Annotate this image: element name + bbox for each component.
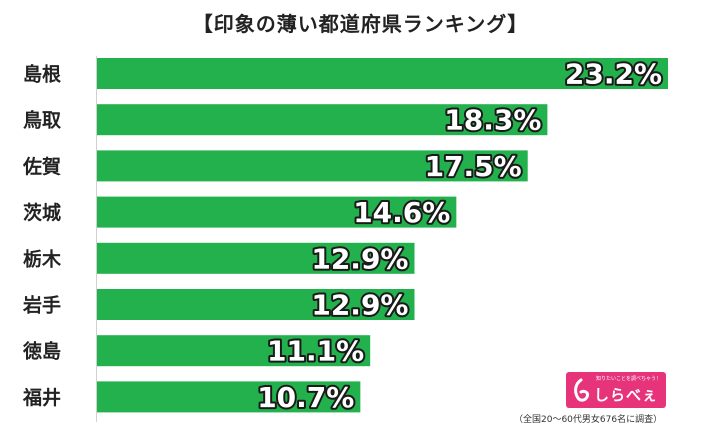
value-label: 14.6% <box>353 196 450 229</box>
category-label: 佐賀 <box>22 155 61 178</box>
category-label: 鳥取 <box>23 109 61 132</box>
bar-茨城 <box>97 196 457 228</box>
value-label: 12.9% <box>311 289 408 322</box>
category-label: 岩手 <box>22 294 61 317</box>
value-label: 17.5% <box>425 150 522 183</box>
bar-岩手 <box>97 289 415 320</box>
bar-島根 <box>97 58 668 89</box>
bar-福井 <box>97 381 361 413</box>
value-label: 10.7% <box>257 381 354 414</box>
category-label: 福井 <box>22 386 61 409</box>
logo-tagline: 知りたいことを調べちゃう！ <box>596 376 662 382</box>
bar-栃木 <box>97 242 415 274</box>
value-label: 18.3% <box>444 104 541 137</box>
value-label: 12.9% <box>311 242 408 275</box>
category-label: 徳島 <box>22 340 61 363</box>
bar-鳥取 <box>97 104 548 136</box>
category-label: 島根 <box>23 63 61 86</box>
value-label: 23.2% <box>565 58 662 91</box>
chart-title: 【印象の薄い都道府県ランキング】 <box>192 12 529 36</box>
category-label: 茨城 <box>23 201 61 224</box>
logo-mark-icon <box>574 378 589 402</box>
bars-group <box>97 58 668 413</box>
value-labels-group: 23.2% 18.3% 17.5% 14.6% 12.9% 12.9% 11.1% 10.7% <box>255 56 664 416</box>
survey-footnote: （全国20〜60代男女676名に調査） <box>514 415 663 425</box>
category-label: 栃木 <box>23 247 62 270</box>
bar-佐賀 <box>97 150 528 182</box>
shirabee-logo: 知りたいことを調べちゃう！ しらべぇ <box>566 372 666 408</box>
logo-text: しらべぇ <box>594 386 659 404</box>
value-label: 11.1% <box>267 335 364 368</box>
bar-徳島 <box>97 335 371 367</box>
